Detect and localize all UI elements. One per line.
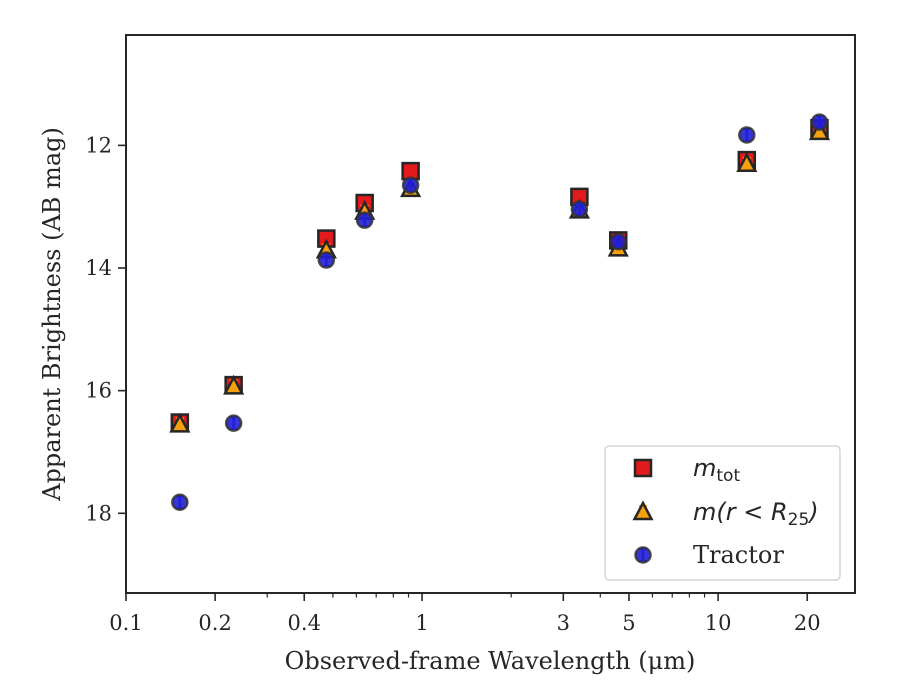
legend-marker-square (633, 458, 653, 478)
y-tick-label: 16 (85, 379, 112, 403)
legend-label: Tractor (693, 541, 784, 569)
triangle-point (223, 374, 245, 395)
circle-point (570, 200, 589, 218)
series-square (170, 118, 829, 432)
circle-point (810, 113, 829, 131)
legend-label: mtot (693, 454, 740, 486)
x-tick-label: 20 (794, 611, 821, 635)
square-point (401, 161, 420, 181)
circle-point (401, 176, 420, 194)
x-tick-label: 0.4 (288, 611, 321, 635)
x-tick-label: 5 (622, 611, 635, 635)
y-tick-label: 12 (85, 133, 112, 157)
series-circle (171, 113, 829, 511)
triangle-point (169, 412, 191, 433)
circle-point (317, 251, 336, 269)
data-marks (169, 113, 831, 511)
x-tick-label: 0.1 (109, 611, 142, 635)
legend-box (604, 445, 841, 581)
circle-point (224, 414, 243, 432)
legend-marker-circle (634, 546, 652, 564)
x-tick-label: 1 (415, 611, 428, 635)
x-axis-ticks: 0.1 0.2 0.4 1 3 5 10 20 (109, 593, 821, 635)
x-tick-label: 0.2 (198, 611, 231, 635)
y-tick-label: 14 (85, 256, 112, 280)
legend-label: m(r < R25) (693, 498, 819, 530)
series-triangle (169, 120, 831, 433)
x-tick-label: 10 (705, 611, 732, 635)
y-axis-label: Apparent Brightness (AB mag) (38, 127, 66, 502)
triangle-point (736, 152, 758, 173)
plot-frame (125, 34, 856, 594)
circle-point (738, 126, 756, 144)
legend: mtot m(r < R25) Tractor (604, 445, 841, 581)
y-tick-label: 18 (85, 501, 112, 525)
circle-point (609, 232, 628, 251)
y-axis-ticks: 12 14 16 18 (85, 133, 126, 525)
circle-point (171, 493, 189, 511)
legend-marker-triangle (632, 500, 654, 521)
circle-point (355, 211, 374, 229)
x-tick-label: 3 (557, 611, 570, 635)
x-axis-label: Observed-frame Wavelength (μm) (285, 647, 696, 675)
